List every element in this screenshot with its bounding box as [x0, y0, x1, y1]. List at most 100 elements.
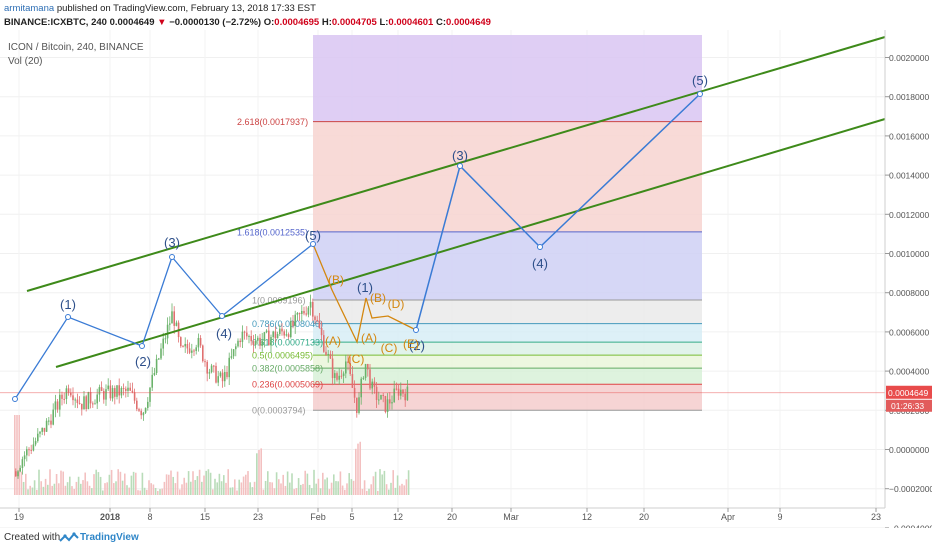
volume-bar [51, 485, 53, 495]
volume-bar [333, 474, 335, 495]
fib-label: 1.618(0.0012535) [237, 227, 308, 237]
candle-body [406, 386, 409, 401]
volume-bar [388, 489, 390, 495]
countdown-value: 01:26:33 [891, 401, 924, 411]
publisher-link[interactable]: armitamana [4, 3, 55, 14]
candle-body [116, 385, 118, 397]
wave-node [219, 313, 225, 319]
time-tick-label: 2018 [100, 512, 120, 522]
volume-bar [262, 489, 265, 495]
candle-body [254, 340, 257, 345]
candle-body [43, 427, 46, 432]
candle-body [221, 372, 224, 382]
volume-bar [403, 485, 405, 495]
candle-body [160, 348, 162, 359]
low-label: L: [379, 17, 389, 28]
volume-bar [291, 473, 293, 495]
candle-body [219, 372, 222, 377]
price-axis-bg [885, 30, 932, 528]
candle-body [294, 314, 296, 326]
candle-body [96, 394, 98, 404]
volume-bar [399, 485, 401, 495]
candle-body [290, 320, 292, 338]
volume-bar [271, 482, 273, 495]
time-tick-label: 15 [200, 512, 210, 522]
candle-body [301, 310, 303, 314]
volume-bar [152, 484, 155, 495]
volume-bar [53, 483, 56, 495]
volume-bar [22, 481, 25, 495]
volume-bar [203, 475, 205, 495]
tradingview-logo-icon [59, 532, 79, 542]
candle-body [347, 361, 349, 363]
volume-bar [370, 484, 372, 495]
candle-body [197, 337, 200, 348]
candle-body [56, 401, 59, 410]
candle-body [373, 381, 376, 387]
candle-body [312, 302, 314, 317]
candle-body [375, 386, 378, 400]
volume-bar [242, 476, 245, 495]
volume-bar [108, 474, 111, 495]
volume-bar [280, 483, 282, 495]
volume-bar [306, 473, 309, 495]
candle-body [305, 313, 307, 315]
legend-title: ICON / Bitcoin, 240, BINANCE [8, 42, 144, 53]
time-tick-label: 9 [777, 512, 782, 522]
volume-bar [115, 481, 117, 495]
volume-bar [339, 471, 342, 495]
volume-bar [282, 474, 284, 495]
candle-body [92, 403, 94, 405]
price-tick-label: 0.0004000 [889, 367, 929, 377]
footer: Created with TradingView [0, 528, 932, 550]
volume-bar [75, 481, 78, 495]
volume-bar [302, 483, 304, 495]
candle-body [164, 338, 167, 340]
price-chart[interactable]: 0(0.0003794) 0.236(0.0005069) 0.382(0.0005… [0, 30, 932, 528]
tradingview-brand[interactable]: TradingView [80, 532, 139, 543]
candle-body [334, 373, 336, 379]
wave-label: (2) [135, 354, 151, 369]
volume-bar [36, 489, 38, 495]
candle-body [393, 388, 395, 403]
wave-node [12, 396, 18, 402]
volume-bar [14, 415, 16, 495]
volume-bar [18, 415, 20, 495]
candle-body [87, 391, 90, 410]
volume-bar [335, 481, 337, 495]
candle-body [386, 399, 389, 413]
candle-body [52, 409, 54, 425]
down-arrow-icon: ▼ [157, 17, 167, 28]
close-label: C: [435, 17, 447, 28]
channel-lower-line [55, 118, 886, 368]
volume-bar [359, 441, 361, 495]
volume-bar [99, 476, 102, 495]
volume-bar [49, 469, 51, 495]
candle-body [204, 361, 206, 363]
volume-bar [174, 483, 177, 495]
time-tick-label: 5 [349, 512, 354, 522]
wave-node [697, 91, 703, 97]
candle-body [287, 334, 290, 338]
candle-body [342, 373, 345, 376]
volume-bar [170, 470, 172, 495]
volume-bar [201, 481, 203, 495]
volume-bar [289, 482, 291, 495]
symbol-text: BINANCE:ICXBTC, 240 [4, 17, 107, 28]
volume-bar [119, 471, 122, 495]
volume-bar [163, 481, 166, 495]
low-value: 0.0004601 [388, 17, 434, 28]
candle-body [320, 328, 323, 336]
fib-zone [313, 323, 702, 343]
volume-bar [348, 473, 350, 495]
candle-body [188, 348, 191, 353]
candle-body [122, 388, 125, 390]
candle-body [329, 353, 332, 359]
fib-zone [313, 342, 702, 356]
abc-label: (D) [388, 297, 405, 311]
time-tick-label: 12 [393, 512, 403, 522]
price-tick-label: 0.0000000 [889, 445, 929, 455]
fib-label: 0(0.0003794) [252, 406, 306, 416]
candle-body [158, 358, 160, 360]
candle-body [120, 388, 123, 396]
